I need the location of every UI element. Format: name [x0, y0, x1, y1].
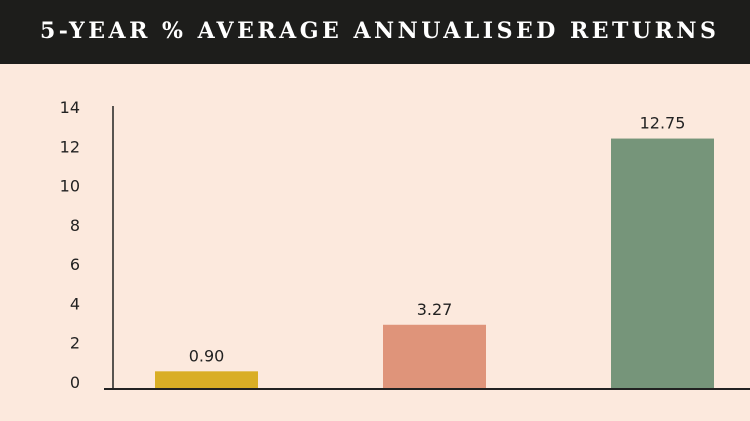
- chart-title: 5-YEAR % AVERAGE ANNUALISED RETURNS: [40, 18, 720, 44]
- data-label: 0.90: [189, 346, 225, 365]
- y-tick-label: 10: [60, 177, 80, 196]
- y-tick-label: 8: [70, 216, 80, 235]
- bar: [155, 371, 258, 389]
- title-bar: 5-YEAR % AVERAGE ANNUALISED RETURNS: [0, 0, 750, 64]
- data-label: 3.27: [417, 300, 453, 319]
- bar: [383, 324, 486, 389]
- data-label: 12.75: [640, 114, 686, 133]
- y-tick-label: 14: [60, 98, 80, 117]
- y-tick-label: 4: [70, 294, 80, 313]
- y-tick-label: 6: [70, 255, 80, 274]
- y-tick-label: 12: [60, 137, 80, 156]
- y-tick-label: 2: [70, 334, 80, 353]
- bar: [611, 138, 714, 389]
- y-tick-label: 0: [70, 373, 80, 392]
